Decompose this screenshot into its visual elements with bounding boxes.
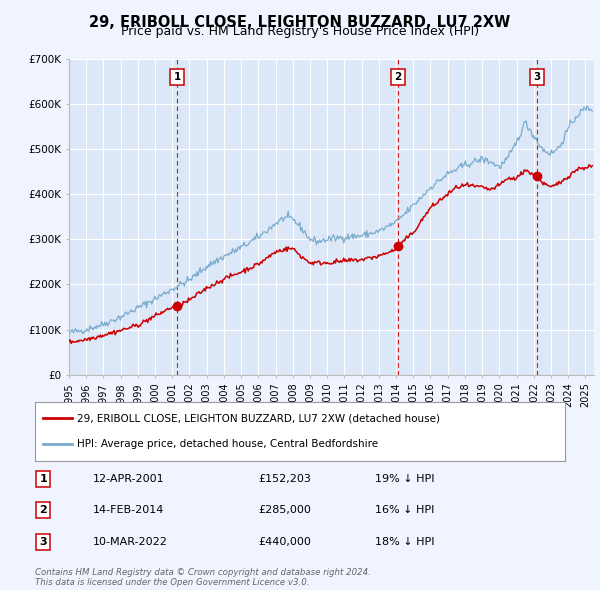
Text: 2: 2 xyxy=(40,506,47,515)
Text: 3: 3 xyxy=(40,537,47,546)
Text: 2: 2 xyxy=(394,72,402,82)
Text: 12-APR-2001: 12-APR-2001 xyxy=(93,474,164,484)
Text: £152,203: £152,203 xyxy=(258,474,311,484)
Text: 10-MAR-2022: 10-MAR-2022 xyxy=(93,537,168,546)
Text: 1: 1 xyxy=(173,72,181,82)
Text: 18% ↓ HPI: 18% ↓ HPI xyxy=(375,537,434,546)
Text: 29, ERIBOLL CLOSE, LEIGHTON BUZZARD, LU7 2XW (detached house): 29, ERIBOLL CLOSE, LEIGHTON BUZZARD, LU7… xyxy=(77,414,440,423)
Text: 1: 1 xyxy=(40,474,47,484)
Text: £285,000: £285,000 xyxy=(258,506,311,515)
Text: Price paid vs. HM Land Registry's House Price Index (HPI): Price paid vs. HM Land Registry's House … xyxy=(121,25,479,38)
Text: 14-FEB-2014: 14-FEB-2014 xyxy=(93,506,164,515)
Text: 3: 3 xyxy=(533,72,541,82)
Text: Contains HM Land Registry data © Crown copyright and database right 2024.
This d: Contains HM Land Registry data © Crown c… xyxy=(35,568,371,587)
Text: £440,000: £440,000 xyxy=(258,537,311,546)
Text: HPI: Average price, detached house, Central Bedfordshire: HPI: Average price, detached house, Cent… xyxy=(77,440,379,449)
Text: 19% ↓ HPI: 19% ↓ HPI xyxy=(375,474,434,484)
Text: 16% ↓ HPI: 16% ↓ HPI xyxy=(375,506,434,515)
Text: 29, ERIBOLL CLOSE, LEIGHTON BUZZARD, LU7 2XW: 29, ERIBOLL CLOSE, LEIGHTON BUZZARD, LU7… xyxy=(89,15,511,30)
